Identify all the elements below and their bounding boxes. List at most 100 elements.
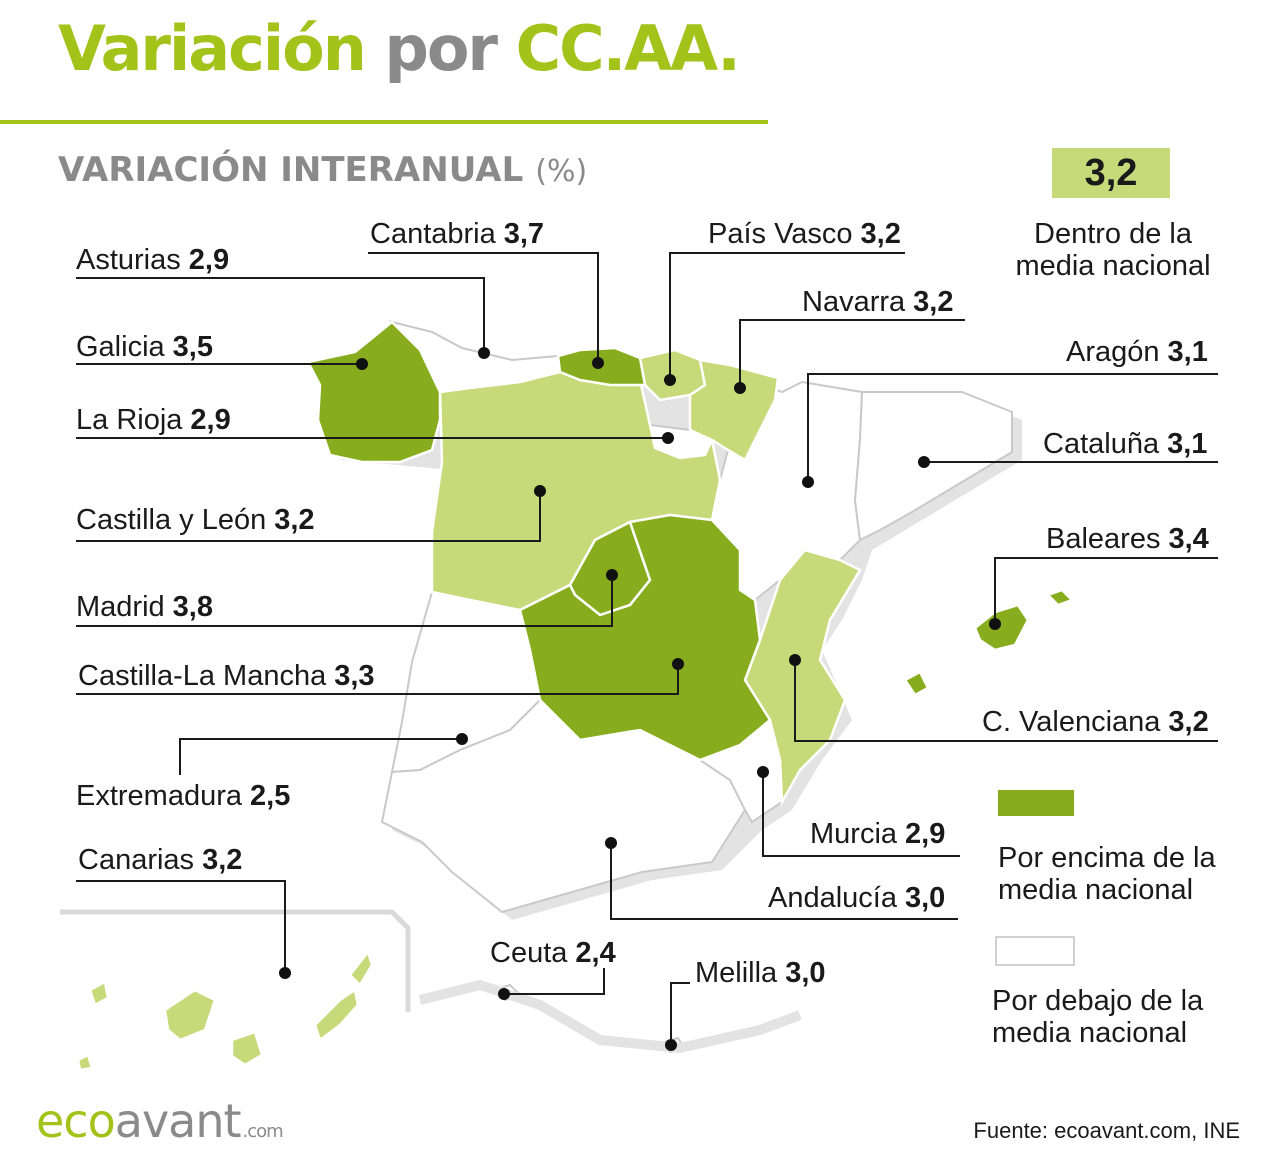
label-value: 3,0 (905, 882, 946, 914)
leader-line-baleares (994, 557, 1218, 624)
leader-line-navarra (739, 319, 965, 388)
regions-within (76, 348, 862, 1072)
leader-dot-madrid (606, 569, 618, 581)
canarias-frame (60, 909, 411, 1012)
region-canarias-3 (230, 1030, 264, 1067)
leader-dot-galicia (356, 358, 368, 370)
region-navarra (688, 358, 780, 462)
label-castilla-la-mancha: Castilla-La Mancha 3,3 (78, 660, 375, 692)
label-value: 2,9 (905, 818, 946, 850)
region-cataluna (853, 391, 1013, 542)
ecoavant-logo: ecoavant .com (36, 1098, 284, 1144)
leader-lines (76, 252, 1218, 1045)
page-title: Variación por CC.AA. (58, 18, 741, 80)
label-baleares: Baleares 3,4 (1046, 523, 1209, 555)
label-value: 3,1 (1167, 336, 1208, 368)
leader-dots (279, 347, 1001, 1051)
region-baleares-mallorca (973, 603, 1030, 652)
leader-dot-navarra (734, 382, 746, 394)
leader-dot-aragon (802, 476, 814, 488)
title-part-variacion: Variación (58, 12, 367, 85)
legend-above-label: Por encima de la media nacional (998, 842, 1216, 906)
national-average-badge: 3,2 (1052, 148, 1170, 198)
label-aragon: Aragón 3,1 (1066, 336, 1208, 368)
leader-line-canarias (76, 880, 286, 973)
regions-above (306, 320, 1075, 762)
regions-below (380, 320, 1013, 1054)
label-name: Aragón (1066, 336, 1160, 368)
leader-line-asturias (76, 277, 485, 353)
label-value: 3,1 (1167, 428, 1208, 460)
leader-dot-la-rioja (662, 432, 674, 444)
label-value: 3,7 (503, 218, 545, 250)
label-name: Cataluña (1043, 428, 1160, 460)
label-name: Baleares (1046, 523, 1161, 555)
legend-below-swatch (995, 936, 1075, 966)
region-canarias-5 (348, 949, 374, 988)
leader-dot-andalucia (605, 837, 617, 849)
label-name: C. Valenciana (982, 706, 1161, 738)
label-navarra: Navarra 3,2 (802, 286, 953, 318)
leader-line-ceuta (504, 968, 605, 995)
subtitle: VARIACIÓN INTERANUAL (%) (58, 150, 587, 190)
region-galicia (306, 320, 442, 464)
label-name: País Vasco (708, 218, 853, 250)
leader-dot-cantabria (592, 357, 604, 369)
leader-line-c-valenciana (794, 660, 1218, 742)
logo-avant: avant (114, 1094, 242, 1148)
label-value: 2,9 (188, 244, 230, 276)
leader-line-murcia (762, 772, 960, 857)
label-value: 3,0 (785, 957, 826, 989)
label-value: 2,5 (250, 780, 291, 812)
subtitle-text: VARIACIÓN INTERANUAL (58, 150, 524, 190)
label-name: Asturias (76, 244, 181, 276)
label-name: Navarra (802, 286, 906, 318)
label-name: Melilla (695, 957, 778, 989)
leader-line-melilla (670, 982, 690, 1045)
label-value: 3,5 (172, 331, 213, 363)
label-c-valenciana: C. Valenciana 3,2 (982, 706, 1209, 738)
leader-line-extremadura (179, 738, 462, 775)
label-name: Andalucía (768, 882, 897, 914)
label-value: 3,2 (860, 218, 901, 250)
label-pais-vasco: País Vasco 3,2 (708, 218, 901, 250)
label-name: Ceuta (490, 937, 568, 969)
leader-dot-cataluna (918, 456, 930, 468)
legend-above-swatch (998, 790, 1074, 816)
label-canarias: Canarias 3,2 (78, 844, 242, 876)
region-baleares-ibiza (903, 670, 930, 697)
leader-dot-extremadura (456, 733, 468, 745)
label-value: 2,9 (190, 404, 231, 436)
leader-dot-castilla-la-mancha (672, 658, 684, 670)
leader-dot-c-valenciana (789, 654, 801, 666)
legend-within-label: Dentro de la media nacional (1015, 218, 1211, 282)
leader-line-pais-vasco (669, 252, 905, 380)
logo-eco: eco (36, 1094, 116, 1148)
label-andalucia: Andalucía 3,0 (768, 882, 945, 914)
leader-dot-baleares (989, 618, 1001, 630)
leader-dot-pais-vasco (664, 374, 676, 386)
label-value: 3,8 (172, 591, 213, 623)
leader-dot-castilla-y-leon (534, 485, 546, 497)
label-name: Madrid (76, 591, 165, 623)
legend-below-label: Por debajo de la media nacional (992, 985, 1204, 1049)
label-name: Galicia (76, 331, 165, 363)
source-note: Fuente: ecoavant.com, INE (973, 1118, 1240, 1143)
leader-dot-asturias (478, 347, 490, 359)
label-murcia: Murcia 2,9 (810, 818, 945, 850)
label-name: La Rioja (76, 404, 183, 436)
leader-line-andalucia (610, 843, 958, 920)
label-value: 3,2 (913, 286, 954, 318)
label-cataluna: Cataluña 3,1 (1043, 428, 1207, 460)
label-castilla-y-leon: Castilla y León 3,2 (76, 504, 315, 536)
leader-line-madrid (76, 575, 613, 627)
label-asturias: Asturias 2,9 (76, 244, 229, 276)
label-melilla: Melilla 3,0 (695, 957, 826, 989)
leader-dot-ceuta (498, 988, 510, 1000)
region-baleares-menorca (1045, 588, 1075, 607)
leader-line-castilla-la-mancha (76, 664, 679, 695)
label-name: Castilla-La Mancha (78, 660, 327, 692)
leader-line-aragon (807, 373, 1218, 482)
leader-dot-murcia (757, 766, 769, 778)
